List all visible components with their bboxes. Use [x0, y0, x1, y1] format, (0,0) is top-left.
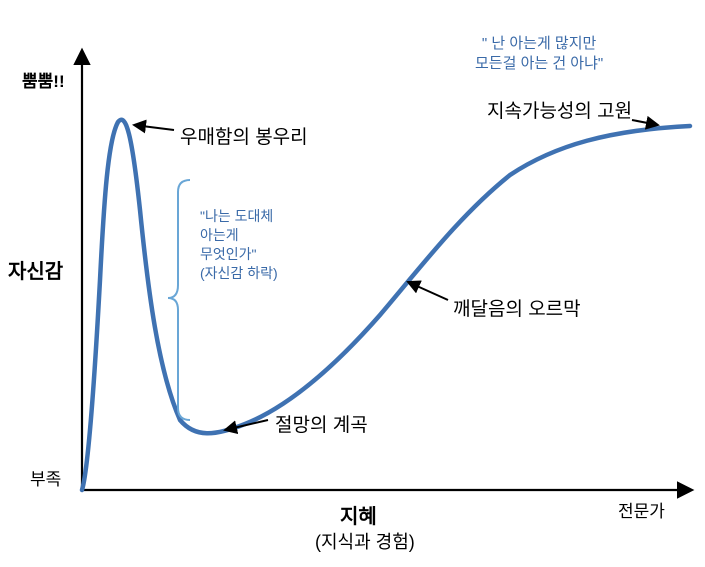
y-tick-top: 뿜뿜!! [22, 67, 65, 92]
slope-arrow [408, 282, 448, 300]
peak-arrow [134, 125, 174, 130]
x-axis-sublabel: (지식과 경험) [315, 528, 415, 554]
annotation-peak: 우매함의 봉우리 [180, 122, 308, 149]
annotation-slope: 깨달음의 오르막 [453, 294, 581, 321]
x-axis-label: 지혜 [340, 500, 377, 529]
y-tick-bottom: 부족 [30, 465, 61, 490]
x-tick-right: 전문가 [618, 497, 665, 522]
quote-plateau: " 난 아는게 많지만 모든걸 아는 건 아냐" [475, 34, 603, 75]
plateau-arrow [632, 120, 658, 125]
curve-line [82, 120, 690, 490]
annotation-plateau: 지속가능성의 고원 [487, 96, 632, 123]
dip-bracket [168, 180, 190, 420]
quote-dip: "나는 도대체 아는게 무엇인가" (자신감 하락) [200, 207, 278, 283]
annotation-valley: 절망의 계곡 [275, 410, 368, 437]
dunning-kruger-chart: 자신감 지혜 (지식과 경험) 뿜뿜!! 부족 전문가 우매함의 봉우리 절망의… [0, 0, 705, 567]
chart-svg [0, 0, 705, 567]
y-axis-label: 자신감 [8, 255, 63, 284]
